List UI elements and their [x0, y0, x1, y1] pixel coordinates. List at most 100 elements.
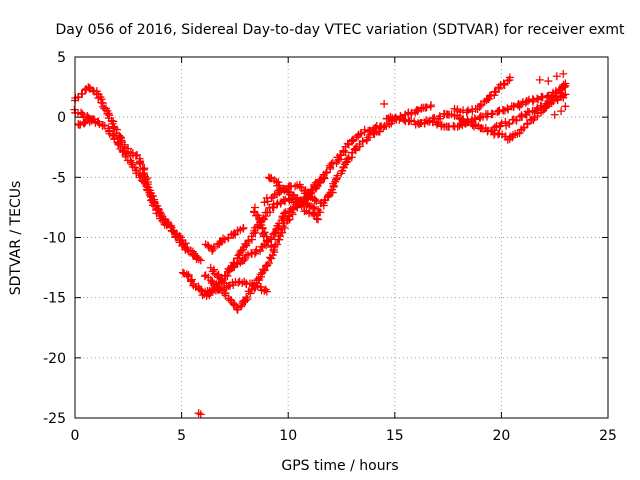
data-point: [325, 190, 334, 199]
x-tick-label: 0: [71, 428, 80, 444]
data-point: [529, 96, 538, 105]
data-point: [316, 208, 325, 217]
data-point: [220, 279, 229, 288]
y-tick-label: 0: [57, 110, 66, 126]
x-tick-label: 5: [177, 428, 186, 444]
data-point: [139, 177, 148, 186]
data-point: [183, 272, 192, 281]
data-point: [114, 140, 123, 149]
data-point: [541, 103, 550, 112]
data-point: [533, 109, 542, 118]
data-point: [252, 245, 261, 254]
data-point: [533, 94, 542, 103]
y-tick-label: -20: [43, 351, 66, 367]
x-tick-label: 10: [279, 428, 297, 444]
data-point: [386, 112, 395, 121]
data-point: [561, 90, 570, 99]
x-axis-label: GPS time / hours: [281, 458, 398, 474]
data-point: [216, 285, 225, 294]
data-point: [550, 110, 559, 119]
data-point: [192, 255, 201, 264]
data-point: [259, 266, 268, 275]
data-point: [208, 246, 217, 255]
data-point: [232, 260, 241, 269]
data-point: [243, 295, 252, 304]
data-point: [360, 125, 369, 134]
data-point: [314, 215, 323, 224]
data-point: [343, 139, 352, 148]
data-point: [270, 229, 279, 238]
x-tick-label: 15: [386, 428, 404, 444]
data-point: [365, 130, 374, 139]
data-point: [327, 160, 336, 169]
data-point: [264, 259, 273, 268]
y-tick-label: -10: [43, 231, 66, 247]
data-point: [295, 182, 304, 191]
data-point: [561, 102, 570, 111]
data-point: [310, 180, 319, 189]
data-point: [464, 106, 473, 115]
y-tick-label: -15: [43, 291, 66, 307]
data-point: [103, 109, 112, 118]
data-point: [351, 144, 360, 153]
data-point: [329, 181, 338, 190]
data-point: [240, 256, 249, 265]
y-tick-label: -25: [43, 411, 66, 427]
data-point: [267, 254, 276, 263]
data-point: [196, 410, 205, 419]
data-point: [178, 268, 187, 277]
data-point: [256, 246, 265, 255]
data-point: [309, 203, 318, 212]
data-point: [505, 119, 514, 128]
data-point: [356, 129, 365, 138]
data-point: [150, 197, 159, 206]
data-point: [196, 256, 205, 265]
data-point: [275, 181, 284, 190]
data-point: [500, 81, 509, 90]
data-point: [194, 409, 203, 418]
data-point: [190, 249, 199, 258]
data-point: [200, 272, 209, 281]
data-point: [339, 146, 348, 155]
data-point: [413, 106, 422, 115]
x-tick-label: 20: [492, 428, 510, 444]
data-point: [187, 275, 196, 284]
data-point: [435, 112, 444, 121]
y-axis-label: SDTVAR / TECUs: [8, 181, 24, 296]
data-point: [523, 120, 532, 129]
data-point: [263, 197, 272, 206]
data-point: [235, 250, 244, 259]
data-point: [552, 72, 561, 81]
data-point: [263, 260, 272, 269]
data-point: [156, 208, 165, 217]
data-point: [488, 109, 497, 118]
x-tick-label: 25: [599, 428, 617, 444]
data-point: [322, 169, 331, 178]
data-point: [471, 115, 480, 124]
data-point: [266, 208, 275, 217]
data-point: [557, 107, 566, 116]
data-point: [503, 104, 512, 113]
data-point: [262, 287, 271, 296]
data-point: [256, 217, 265, 226]
data-point: [90, 115, 99, 124]
data-point: [76, 120, 85, 129]
data-point: [267, 243, 276, 252]
data-point: [537, 108, 546, 117]
data-point: [312, 214, 321, 223]
data-point: [559, 69, 568, 78]
data-point: [148, 195, 157, 204]
data-point: [113, 138, 122, 147]
data-point: [198, 291, 207, 300]
data-point: [497, 119, 506, 128]
data-point: [375, 127, 384, 136]
data-point: [236, 302, 245, 311]
data-point: [279, 185, 288, 194]
data-point: [126, 156, 135, 165]
data-point: [250, 249, 259, 258]
data-point: [427, 101, 436, 110]
data-point: [139, 170, 148, 179]
data-point: [485, 91, 494, 100]
data-point: [559, 80, 568, 89]
